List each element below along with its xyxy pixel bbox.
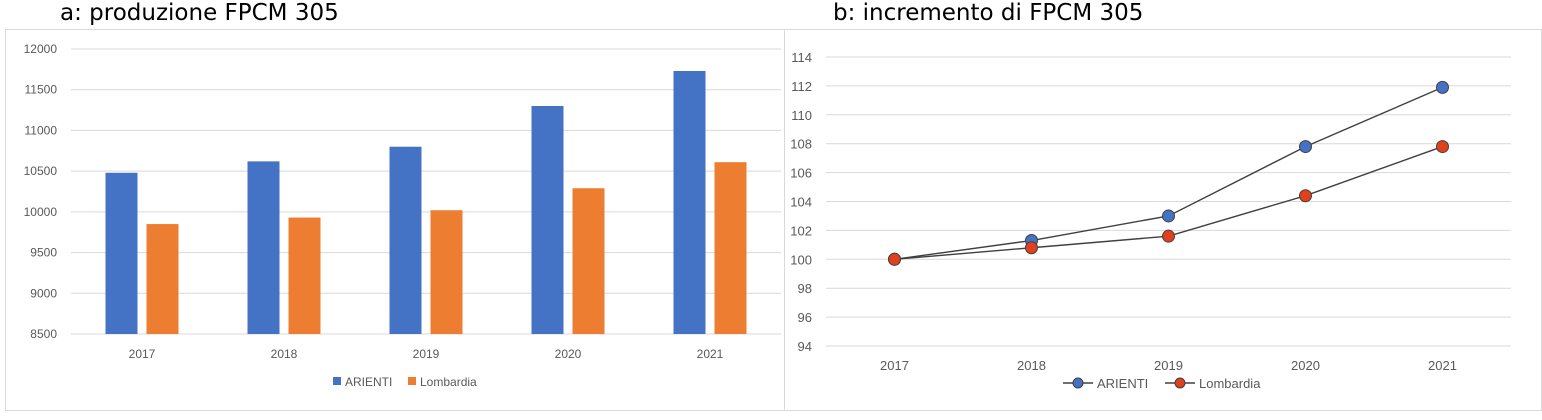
- x-tick-label: 2018: [271, 347, 298, 361]
- x-tick-label: 2019: [1154, 358, 1183, 373]
- y-tick-label: 11000: [25, 123, 58, 137]
- x-tick-label: 2017: [880, 358, 909, 373]
- line-chart: 94 96 98 100 102 104 106 108 110 112 114 2017 2018 20…: [790, 50, 1511, 391]
- point-arienti-2020: [1299, 140, 1312, 154]
- y-tick-label: 11500: [25, 83, 58, 97]
- x-tick-label: 2020: [555, 347, 582, 361]
- legend-marker-arienti: [1072, 377, 1084, 389]
- x-tick-label: 2021: [697, 347, 724, 361]
- bar-chart: 8500 9000 9500 10000 10500 11000 11500 12000 201…: [24, 42, 781, 389]
- bar-chart-panel: 8500 9000 9500 10000 10500 11000 11500 12000 201…: [5, 29, 785, 411]
- y-tick-label: 106: [790, 166, 812, 181]
- x-tick-label: 2018: [1017, 358, 1046, 373]
- x-tick-label: 2021: [1428, 358, 1457, 373]
- legend-marker-lombardia: [1174, 377, 1186, 389]
- point-arienti-2021: [1436, 80, 1449, 94]
- y-tick-label: 10000: [24, 205, 58, 219]
- chart-b-title: b: incremento di FPCM 305: [833, 0, 1144, 26]
- legend-label-lombardia: Lombardia: [420, 375, 477, 389]
- legend-swatch-lombardia: [408, 377, 416, 385]
- bar-arienti-2019: [389, 146, 422, 334]
- y-tick-label: 114: [791, 50, 812, 65]
- legend-swatch-arienti: [333, 377, 341, 385]
- legend-label-arienti: ARIENTI: [345, 375, 392, 389]
- y-tick-label: 8500: [30, 327, 57, 341]
- point-arienti-2019: [1162, 209, 1175, 223]
- bar-arienti-2018: [247, 161, 280, 334]
- y-tick-label: 110: [791, 108, 812, 123]
- y-tick-label: 10500: [24, 164, 58, 178]
- y-tick-label: 98: [798, 281, 812, 296]
- bar-lombardia-2021: [714, 162, 747, 334]
- y-tick-label: 94: [798, 339, 812, 354]
- line-chart-panel: 94 96 98 100 102 104 106 108 110 112 114 2017 2018 20…: [784, 29, 1542, 411]
- bar-arienti-2017: [105, 172, 138, 334]
- bar-arienti-2020: [531, 106, 564, 334]
- y-tick-label: 112: [791, 79, 812, 94]
- y-tick-label: 9000: [30, 286, 57, 300]
- bar-lombardia-2017: [146, 224, 179, 334]
- y-tick-label: 100: [790, 252, 812, 267]
- chart-a-title: a: produzione FPCM 305: [60, 0, 339, 26]
- legend-label-arienti: ARIENTI: [1097, 376, 1148, 391]
- y-tick-label: 9500: [30, 246, 57, 260]
- point-lombardia-2020: [1299, 189, 1312, 203]
- x-tick-label: 2019: [413, 347, 440, 361]
- point-lombardia-2017: [888, 252, 901, 266]
- y-tick-label: 102: [790, 223, 812, 238]
- point-lombardia-2018: [1025, 241, 1038, 255]
- bar-lombardia-2018: [288, 217, 321, 334]
- bar-lombardia-2020: [572, 188, 605, 334]
- bar-lombardia-2019: [430, 210, 463, 334]
- x-tick-label: 2017: [129, 347, 156, 361]
- legend-label-lombardia: Lombardia: [1199, 376, 1261, 391]
- point-lombardia-2019: [1162, 229, 1175, 243]
- y-tick-label: 104: [790, 195, 812, 210]
- y-tick-label: 108: [790, 137, 812, 152]
- point-lombardia-2021: [1436, 140, 1449, 154]
- y-tick-label: 96: [798, 310, 812, 325]
- bar-arienti-2021: [673, 70, 706, 334]
- x-tick-label: 2020: [1291, 358, 1320, 373]
- y-tick-label: 12000: [24, 42, 58, 56]
